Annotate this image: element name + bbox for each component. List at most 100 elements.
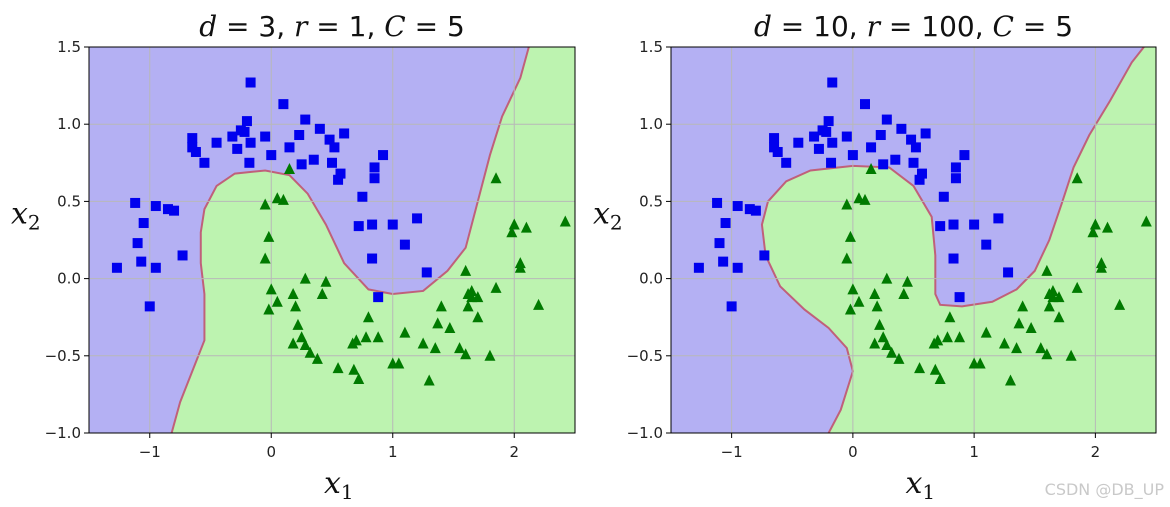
y-tick-label: −0.5 xyxy=(627,347,663,365)
x-tick-label: 2 xyxy=(1091,443,1101,461)
class0-point xyxy=(239,126,250,137)
class1-point xyxy=(393,357,405,369)
class1-point xyxy=(320,275,332,287)
y-tick-label: −0.5 xyxy=(45,347,81,365)
class1-point xyxy=(980,326,992,338)
class1-point xyxy=(508,218,520,230)
class0-point xyxy=(813,143,824,154)
x-axis-label: x1 xyxy=(906,466,936,504)
class1-point xyxy=(1025,322,1037,334)
class1-point xyxy=(316,288,328,300)
y-tick-label: 1.5 xyxy=(57,38,81,56)
plot-title: d = 3, r = 1, C = 5 xyxy=(199,10,465,43)
y-axis-label: x2 xyxy=(11,196,41,234)
class0-point xyxy=(333,174,344,185)
class0-point xyxy=(847,150,858,161)
class0-point xyxy=(335,168,346,179)
class0-point xyxy=(162,204,173,215)
chart-panel-1: −1 0 1 2 1.5 1.0 0.5 0.0 −0.5 −1.0 d = 3, r = 1, C… xyxy=(11,10,576,504)
class1-point xyxy=(1047,284,1059,296)
class0-point xyxy=(324,134,335,145)
class0-point xyxy=(881,114,892,125)
class1-point xyxy=(472,311,484,323)
class1-point xyxy=(360,331,372,343)
x-tick-label: −1 xyxy=(721,443,743,461)
class1-point xyxy=(1041,348,1053,360)
class1-point xyxy=(844,230,856,242)
class0-point xyxy=(199,157,210,168)
class0-point xyxy=(908,157,919,168)
class1-point xyxy=(348,363,360,375)
class1-point xyxy=(435,300,447,312)
class0-region xyxy=(671,47,1144,433)
x-tick-label: 2 xyxy=(509,443,519,461)
class1-point xyxy=(332,362,344,374)
class0-point xyxy=(421,267,432,278)
class1-point xyxy=(1089,218,1101,230)
class0-point xyxy=(938,191,949,202)
class1-point xyxy=(283,162,295,174)
class1-point xyxy=(998,337,1010,349)
class1-point xyxy=(1043,300,1055,312)
class1-point xyxy=(1140,215,1152,227)
class0-point xyxy=(954,292,965,303)
class1-point xyxy=(929,363,941,375)
y-tick-label: 1.0 xyxy=(57,115,81,133)
y-tick-label: 1.5 xyxy=(639,38,663,56)
class0-point xyxy=(935,221,946,232)
class1-point xyxy=(454,342,466,354)
class1-point xyxy=(263,230,275,242)
class1-point xyxy=(520,221,532,233)
class0-point xyxy=(244,157,255,168)
class0-point xyxy=(150,201,161,212)
class1-point xyxy=(869,337,881,349)
y-tick-label: −1.0 xyxy=(627,424,663,442)
class1-point xyxy=(423,374,435,386)
class1-point xyxy=(311,352,323,364)
class0-point xyxy=(353,221,364,232)
y-tick-label: 0.0 xyxy=(639,270,663,288)
class0-point xyxy=(793,137,804,148)
chart-panel-2: −1 0 1 2 1.5 1.0 0.5 0.0 −0.5 −1.0 d = 10, r = 100… xyxy=(593,10,1157,504)
class0-point xyxy=(910,142,921,153)
class0-point xyxy=(950,173,961,184)
class0-point xyxy=(227,131,238,142)
x-tick-label: −1 xyxy=(139,443,161,461)
class1-point xyxy=(914,362,926,374)
class1-point xyxy=(932,334,944,346)
class1-point xyxy=(865,162,877,174)
class0-point xyxy=(130,197,141,208)
class1-point xyxy=(1053,291,1065,303)
y-tick-label: 0.5 xyxy=(57,192,81,210)
class1-point xyxy=(299,272,311,284)
class0-point xyxy=(211,137,222,148)
class1-point xyxy=(265,283,277,295)
class0-point xyxy=(809,131,820,142)
class0-point xyxy=(878,159,889,170)
class1-point xyxy=(287,288,299,300)
class1-point xyxy=(1011,342,1023,354)
class0-point xyxy=(339,128,350,139)
class1-point xyxy=(559,215,571,227)
class1-point xyxy=(350,334,362,346)
class1-point xyxy=(886,346,898,358)
class0-point xyxy=(714,238,725,249)
class0-point xyxy=(232,143,243,154)
class0-point xyxy=(948,253,959,264)
class0-point xyxy=(412,213,423,224)
class1-point xyxy=(898,288,910,300)
class0-point xyxy=(981,239,992,250)
class0-point xyxy=(284,142,295,153)
class1-point xyxy=(271,295,283,307)
class0-point xyxy=(241,116,252,127)
class1-point xyxy=(1041,264,1053,276)
class0-point xyxy=(693,262,704,273)
class1-point xyxy=(944,311,956,323)
class1-point xyxy=(853,295,865,307)
class0-point xyxy=(369,162,380,173)
class0-point xyxy=(378,150,389,161)
class0-point xyxy=(969,219,980,230)
class0-region xyxy=(89,47,529,433)
class0-point xyxy=(750,205,761,216)
class1-point xyxy=(263,303,275,315)
